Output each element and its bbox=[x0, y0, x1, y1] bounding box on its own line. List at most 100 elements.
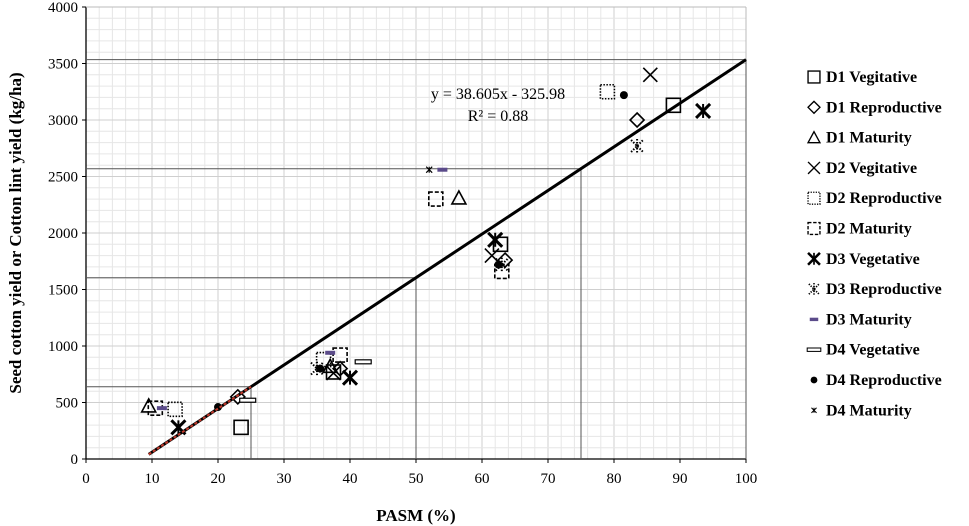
marker-square bbox=[665, 97, 682, 114]
x-tick-label: 90 bbox=[673, 471, 688, 487]
marker-x bbox=[325, 365, 342, 381]
legend-label: D3 Maturity bbox=[826, 311, 912, 328]
series-12 bbox=[425, 166, 433, 174]
y-tick-label: 3500 bbox=[48, 57, 78, 73]
legend-label: D2 Maturity bbox=[826, 221, 912, 238]
x-tick-label: 0 bbox=[82, 471, 90, 487]
series-4 bbox=[325, 67, 658, 381]
legend: D1 Vegitative D1 Reproductive D1 Maturity D… bbox=[806, 69, 942, 419]
marker-asterisk bbox=[695, 102, 712, 120]
marker-x bbox=[642, 67, 658, 83]
trendline-extrapolation bbox=[148, 385, 252, 456]
grid-lines bbox=[85, 6, 747, 460]
marker-dotted-square bbox=[599, 83, 616, 100]
marker-diamond bbox=[807, 100, 821, 115]
marker-asterisk bbox=[807, 251, 821, 266]
legend-label: D2 Vegitative bbox=[826, 160, 917, 177]
legend-item: D2 Reproductive bbox=[807, 190, 942, 207]
x-tick-label: 70 bbox=[541, 471, 556, 487]
legend-item: D1 Vegitative bbox=[807, 69, 917, 86]
marker-diamond bbox=[331, 360, 349, 377]
legend-item: D4 Maturity bbox=[811, 402, 912, 419]
series-3 bbox=[140, 189, 468, 413]
legend-label: D3 Reproductive bbox=[826, 281, 942, 298]
legend-item: D3 Vegetative bbox=[807, 251, 920, 268]
marker-dotted-square bbox=[167, 401, 183, 418]
legend-label: D4 Maturity bbox=[826, 402, 912, 419]
marker-dashed-square bbox=[807, 221, 821, 236]
series-10 bbox=[239, 359, 372, 403]
y-tick-label: 500 bbox=[56, 396, 79, 412]
marker-diamond bbox=[628, 111, 646, 129]
legend-item: D2 Vegitative bbox=[807, 160, 917, 177]
legend-label: D3 Vegetative bbox=[826, 251, 920, 268]
marker-x bbox=[807, 161, 821, 175]
x-tick-label: 60 bbox=[475, 471, 490, 487]
legend-label: D4 Vegetative bbox=[826, 342, 920, 359]
data-points bbox=[140, 67, 712, 436]
marker-dashed-square bbox=[427, 191, 444, 207]
x-tick-label: 20 bbox=[211, 471, 226, 487]
y-tick-label: 3000 bbox=[48, 113, 78, 129]
marker-square bbox=[233, 419, 249, 436]
x-tick-label: 50 bbox=[409, 471, 424, 487]
marker-dash-purple bbox=[437, 167, 448, 172]
marker-dot bbox=[810, 376, 818, 384]
marker-diamond bbox=[229, 388, 246, 405]
legend-item: D1 Reproductive bbox=[807, 99, 942, 116]
legend-item: D3 Maturity bbox=[809, 311, 912, 328]
series-9 bbox=[156, 167, 448, 411]
y-tick-label: 2500 bbox=[48, 170, 78, 186]
r-squared-label: R² = 0.88 bbox=[468, 108, 529, 125]
marker-triangle bbox=[450, 189, 468, 205]
legend-item: D1 Maturity bbox=[806, 130, 912, 147]
y-tick-label: 1500 bbox=[48, 283, 78, 299]
series-11 bbox=[214, 91, 628, 412]
marker-star-dots bbox=[808, 283, 820, 296]
y-tick-label: 0 bbox=[71, 452, 79, 468]
legend-item: D4 Vegetative bbox=[806, 342, 920, 359]
legend-item: D2 Maturity bbox=[807, 221, 912, 238]
y-tick-label: 4000 bbox=[48, 0, 78, 16]
marker-small-star bbox=[811, 407, 817, 414]
marker-dash-purple bbox=[156, 406, 167, 411]
trendline-equation: y = 38.605x - 325.98 bbox=[431, 86, 565, 103]
series-7 bbox=[170, 102, 712, 436]
y-axis-title: Seed cotton yield or Cotton lint yield (… bbox=[6, 72, 25, 393]
marker-triangle bbox=[806, 130, 822, 144]
marker-dot bbox=[494, 260, 503, 269]
marker-x bbox=[484, 248, 500, 264]
marker-dash-purple bbox=[325, 350, 336, 355]
marker-asterisk bbox=[487, 231, 504, 248]
series-5 bbox=[167, 83, 616, 418]
x-tick-label: 100 bbox=[735, 471, 758, 487]
marker-dash bbox=[239, 397, 257, 403]
legend-label: D4 Reproductive bbox=[826, 372, 942, 389]
legend-item: D4 Reproductive bbox=[810, 372, 942, 389]
series-8 bbox=[310, 138, 644, 376]
marker-dash bbox=[806, 347, 822, 352]
marker-small-star bbox=[425, 166, 433, 174]
series-6 bbox=[147, 191, 510, 416]
x-tick-label: 80 bbox=[607, 471, 622, 487]
x-tick-label: 30 bbox=[277, 471, 292, 487]
y-tick-label: 2000 bbox=[48, 226, 78, 242]
x-axis-title: PASM (%) bbox=[376, 506, 455, 525]
marker-dash-purple bbox=[809, 317, 819, 322]
legend-label: D1 Vegitative bbox=[826, 69, 917, 86]
legend-label: D2 Reproductive bbox=[826, 190, 942, 207]
marker-square bbox=[807, 70, 821, 84]
tick-labels: 0 10 20 30 40 50 60 70 80 90 100050010001500200025… bbox=[48, 0, 757, 487]
marker-asterisk bbox=[341, 369, 359, 386]
marker-triangle bbox=[321, 357, 339, 374]
marker-dot bbox=[316, 364, 325, 373]
y-tick-label: 1000 bbox=[48, 339, 78, 355]
legend-label: D1 Reproductive bbox=[826, 99, 942, 116]
marker-star-dots bbox=[630, 138, 644, 153]
marker-dash bbox=[354, 359, 372, 365]
x-tick-label: 10 bbox=[145, 471, 160, 487]
marker-dotted-square bbox=[807, 191, 821, 205]
trendline bbox=[147, 58, 747, 456]
marker-dot bbox=[619, 91, 628, 100]
